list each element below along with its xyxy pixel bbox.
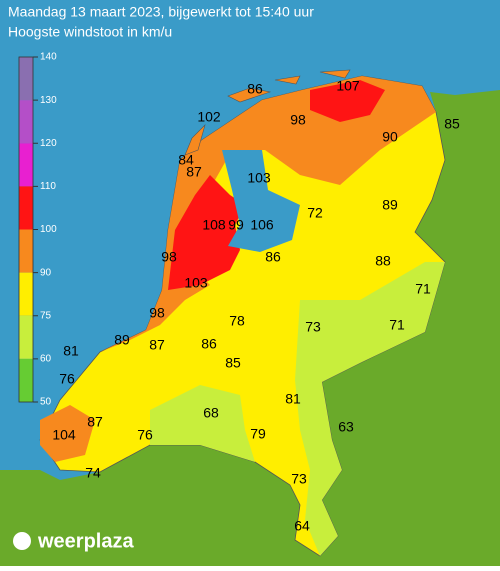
station-value: 107 <box>336 78 360 94</box>
subtitle: Hoogste windstoot in km/u <box>8 24 172 40</box>
station-value: 99 <box>228 217 244 233</box>
legend-band <box>19 143 33 187</box>
station-value: 86 <box>201 336 217 352</box>
station-value: 68 <box>203 405 219 421</box>
station-value: 63 <box>338 419 354 435</box>
legend-band <box>19 100 33 144</box>
logo-icon <box>13 532 31 550</box>
station-value: 84 <box>178 152 194 168</box>
station-value: 98 <box>161 249 177 265</box>
legend-band <box>19 272 33 316</box>
station-value: 73 <box>291 471 307 487</box>
region-red-north <box>310 80 385 122</box>
station-value: 72 <box>307 205 323 221</box>
station-value: 78 <box>229 313 245 329</box>
station-value: 81 <box>285 391 301 407</box>
station-value: 104 <box>52 427 76 443</box>
region-orange-south <box>40 405 95 462</box>
title: Maandag 13 maart 2023, bijgewerkt tot 15… <box>8 4 314 20</box>
station-value: 88 <box>375 253 391 269</box>
legend-label: 140 <box>40 52 57 63</box>
wadden-islands <box>184 69 351 156</box>
station-value: 89 <box>114 332 130 348</box>
station-value: 108 <box>202 217 226 233</box>
legend-band <box>19 315 33 359</box>
station-value: 103 <box>247 170 271 186</box>
region-green-east <box>295 262 445 556</box>
legend-label: 60 <box>40 354 52 365</box>
station-value: 85 <box>444 116 460 132</box>
station-value: 64 <box>294 518 310 534</box>
station-value: 81 <box>63 343 79 359</box>
region-green-south <box>150 385 255 462</box>
ijsselmeer <box>222 150 300 252</box>
station-value: 86 <box>247 81 263 97</box>
legend-band <box>19 186 33 230</box>
station-value: 79 <box>250 426 266 442</box>
legend-label: 50 <box>40 397 52 408</box>
station-value: 85 <box>225 355 241 371</box>
legend-label: 90 <box>40 267 52 278</box>
legend-label: 130 <box>40 95 57 106</box>
station-value: 76 <box>59 371 75 387</box>
station-value: 74 <box>85 465 101 481</box>
station-value: 87 <box>149 337 165 353</box>
station-value: 87 <box>186 164 202 180</box>
neighbour-land <box>0 90 500 566</box>
legend-label: 100 <box>40 224 57 235</box>
legend-band <box>19 57 33 101</box>
legend-label: 120 <box>40 138 57 149</box>
legend-label: 110 <box>40 181 56 192</box>
station-value: 87 <box>87 414 103 430</box>
station-value: 90 <box>382 129 398 145</box>
region-red <box>168 175 245 290</box>
station-value: 71 <box>415 281 431 297</box>
legend-band <box>19 358 33 402</box>
station-value: 76 <box>137 427 153 443</box>
station-value: 106 <box>250 217 274 233</box>
station-value: 102 <box>197 109 221 125</box>
station-value: 98 <box>290 112 306 128</box>
legend-band <box>19 229 33 273</box>
station-value: 73 <box>305 319 321 335</box>
station-value: 86 <box>265 249 281 265</box>
legend: 140 130 120 110 100 90 75 60 50 <box>18 52 57 408</box>
station-value: 98 <box>149 305 165 321</box>
station-value: 103 <box>184 275 208 291</box>
logo: weerplaza <box>37 530 134 552</box>
legend-label: 75 <box>40 310 52 321</box>
station-value: 89 <box>382 197 398 213</box>
station-value: 71 <box>389 317 405 333</box>
